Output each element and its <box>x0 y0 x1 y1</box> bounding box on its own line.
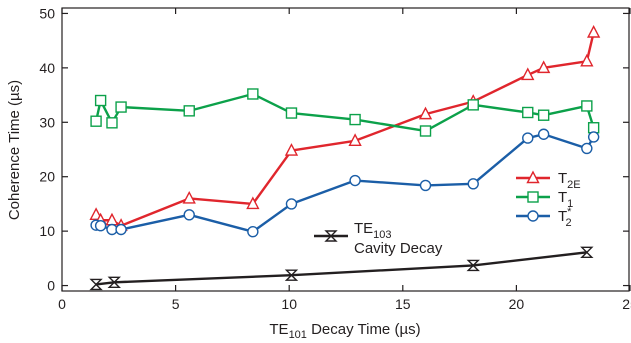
data-point-te103 <box>89 278 103 291</box>
data-point-t2e <box>586 24 601 38</box>
plot-area <box>61 7 630 292</box>
data-point-t2e <box>348 133 362 146</box>
x-axis-label: TE101 Decay Time (µs) <box>269 321 420 341</box>
data-point-t2star <box>581 142 593 155</box>
data-point-t2star <box>537 128 550 140</box>
data-point-t1 <box>115 101 127 113</box>
y-tick-label: 0 <box>47 278 55 294</box>
y-tick-label: 10 <box>39 223 55 239</box>
data-point-t2star <box>94 219 107 232</box>
data-point-t2e <box>246 196 260 210</box>
x-tick-label: 0 <box>58 296 66 312</box>
y-tick-label: 50 <box>39 5 55 21</box>
data-point-t1 <box>285 107 298 119</box>
data-point-t2e <box>537 60 551 74</box>
data-point-te103 <box>107 276 121 288</box>
x-tick-label: 25 <box>622 296 631 312</box>
data-point-t2e <box>182 190 196 204</box>
x-tick-label: 5 <box>172 296 180 312</box>
legend-label-te103-line2: Cavity Decay <box>354 240 443 257</box>
x-tick-label: 15 <box>395 296 411 312</box>
series-line-te103 <box>95 251 587 286</box>
series-t1 <box>90 88 600 137</box>
series-te103 <box>89 246 594 291</box>
data-point-t2star <box>467 178 479 190</box>
y-axis-label: Coherence Time (µs) <box>6 80 23 220</box>
legend-entry-t2star: T* 2 <box>516 206 572 229</box>
legend-entry-t2e: T2E <box>516 170 581 191</box>
series-line-t1 <box>94 92 595 133</box>
data-point-t1 <box>247 88 259 100</box>
y-tick-label: 40 <box>39 60 55 76</box>
data-point-t2e <box>284 143 299 156</box>
data-point-t1 <box>581 100 593 112</box>
legend-marker-t2e <box>526 170 540 184</box>
data-series <box>89 24 601 291</box>
legend-marker-t1 <box>527 191 539 203</box>
x-tick-label: 10 <box>281 296 297 312</box>
data-point-t1 <box>522 106 534 119</box>
data-point-t1 <box>537 109 550 121</box>
data-point-t1 <box>587 122 600 134</box>
data-point-te103 <box>284 269 299 281</box>
legend-label-t1: T1 <box>558 189 573 210</box>
data-point-t2e <box>580 53 594 67</box>
data-point-t2e <box>418 106 433 120</box>
legend-label-te103: TE103 <box>354 220 392 241</box>
legend-marker-te103 <box>324 230 338 242</box>
series-t2e <box>89 24 601 231</box>
data-point-t1 <box>419 125 432 137</box>
data-point-t2star <box>115 223 127 236</box>
data-point-t1 <box>183 105 195 117</box>
data-point-t2star <box>587 131 600 143</box>
data-point-t2e <box>521 67 535 81</box>
legend-label-t2e: T2E <box>558 170 581 191</box>
data-point-t1 <box>94 94 107 107</box>
data-point-t1 <box>90 115 102 127</box>
data-point-t2star <box>522 132 534 144</box>
data-point-te103 <box>466 259 480 272</box>
data-point-t2star <box>247 225 259 238</box>
y-tick-label: 20 <box>39 169 55 185</box>
data-point-t2star <box>419 179 432 192</box>
legend-marker-t2star <box>527 210 539 222</box>
data-point-t1 <box>106 117 118 129</box>
data-point-t2star <box>285 198 298 210</box>
plot-border <box>61 7 630 292</box>
x-tick-label: 20 <box>509 296 525 312</box>
legend-entry-t1: T1 <box>516 189 573 210</box>
axis-ticks: 0 5 10 15 20 25 0 10 20 30 40 50 <box>39 5 631 312</box>
data-point-t2star <box>183 209 195 221</box>
data-point-t1 <box>349 113 361 126</box>
legend-label-t2star: T* 2 <box>558 206 572 229</box>
data-point-t2star <box>349 174 361 187</box>
series-t2star <box>90 128 600 238</box>
y-tick-label: 30 <box>39 114 55 130</box>
data-point-te103 <box>580 246 594 259</box>
data-point-t1 <box>467 99 479 111</box>
